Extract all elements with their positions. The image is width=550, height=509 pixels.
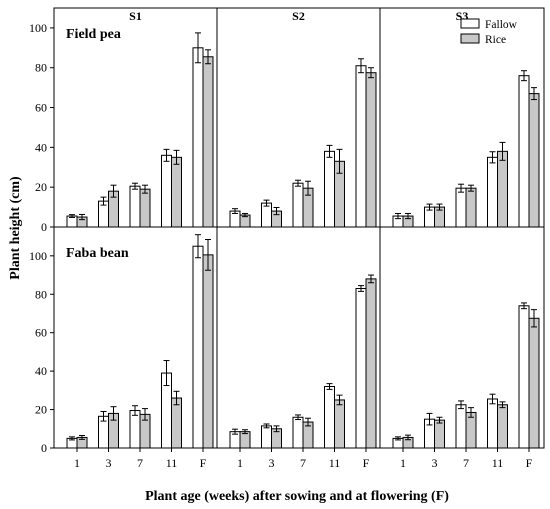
panel-field-pea-s2: S2 [216,7,381,228]
bar-rice-11 [334,399,345,449]
x-tick-label-f: F [200,456,207,470]
y-tick-label: 20 [35,403,47,417]
x-tick-label-1: 1 [237,456,243,470]
y-tick-label: 80 [35,61,47,75]
legend-swatch-rice [460,33,480,44]
bar-fallow-3 [261,202,272,228]
x-tick-label-1: 1 [74,456,80,470]
panel-faba-bean-s2: 1 3 7 11 F [216,226,381,470]
bar-rice-7 [465,187,477,228]
bar-fallow-7 [292,182,304,228]
bar-fallow-f [518,305,530,449]
x-tick-label-7: 7 [300,456,306,470]
bar-rice-f [528,317,540,449]
bar-rice-f [528,93,540,228]
x-tick-label-1: 1 [400,456,406,470]
y-tick-label: 0 [41,220,47,234]
panels-layer: 20 40 60 80 100 0 S1 Field pea S2 S3 0 20 40 60 80 100 F… [29,7,545,470]
bar-fallow-7 [129,410,141,449]
y-tick-label: 80 [35,287,47,301]
legend-swatch-fallow [460,18,480,29]
bar-fallow-f [192,47,204,228]
bar-fallow-11 [487,156,498,228]
x-tick-label-f: F [526,456,533,470]
y-tick-label: 40 [35,364,47,378]
bar-fallow-11 [324,150,335,228]
panel-field-pea-s3: S3 [379,7,545,228]
bar-fallow-7 [455,404,467,449]
bar-rice-11 [171,397,182,449]
bar-rice-7 [139,188,151,228]
panel-title-s1: S1 [129,9,142,23]
y-tick-label: 100 [29,249,47,263]
bar-fallow-7 [129,185,141,228]
bar-rice-3 [434,419,445,449]
panel-faba-bean-s1: 0 20 40 60 80 100 Faba bean 1 3 7 11 F [29,226,218,470]
x-tick-label-11: 11 [492,456,504,470]
x-tick-label-3: 3 [432,456,438,470]
panel-title-s2: S2 [292,9,305,23]
x-tick-label-3: 3 [269,456,275,470]
bar-rice-f [202,254,214,449]
bar-rice-f [365,278,377,449]
y-tick-label: 60 [35,326,47,340]
y-tick-label: 100 [29,21,47,35]
bar-rice-f [365,72,377,228]
bar-fallow-f [355,65,367,228]
bar-fallow-f [192,245,204,449]
x-tick-label-11: 11 [166,456,178,470]
bar-rice-f [202,56,214,228]
bar-fallow-3 [261,425,272,449]
x-tick-label-3: 3 [106,456,112,470]
panel-field-pea-s1: 20 40 60 80 100 0 S1 Field pea [29,7,218,234]
x-tick-label-11: 11 [329,456,341,470]
x-axis-title: Plant age (weeks) after sowing and at fl… [145,489,449,504]
y-tick-label: 60 [35,101,47,115]
bar-fallow-f [355,287,367,449]
bar-fallow-11 [324,386,335,449]
panel-faba-bean-s3: 1 3 7 11 F [379,226,545,470]
y-tick-label: 40 [35,140,47,154]
bar-rice-11 [497,150,508,228]
legend: Fallow Rice [460,18,518,46]
bar-fallow-11 [161,154,172,228]
bar-fallow-f [518,75,530,228]
bar-rice-11 [171,156,182,228]
x-tick-label-7: 7 [137,456,143,470]
y-tick-label: 20 [35,180,47,194]
bar-rice-11 [497,404,508,449]
crop-label-faba-bean: Faba bean [66,246,129,261]
x-tick-label-7: 7 [463,456,469,470]
legend-label-fallow: Fallow [485,19,518,31]
y-tick-label: 0 [41,441,47,455]
y-axis-title: Plant height (cm) [8,176,23,280]
legend-label-rice: Rice [485,34,506,46]
bar-rice-7 [465,411,477,449]
bar-fallow-7 [292,416,304,449]
x-tick-label-f: F [363,456,370,470]
crop-label-field-pea: Field pea [66,27,121,42]
bar-rice-1 [239,431,251,449]
bar-fallow-7 [455,187,467,228]
bar-fallow-11 [487,398,498,449]
